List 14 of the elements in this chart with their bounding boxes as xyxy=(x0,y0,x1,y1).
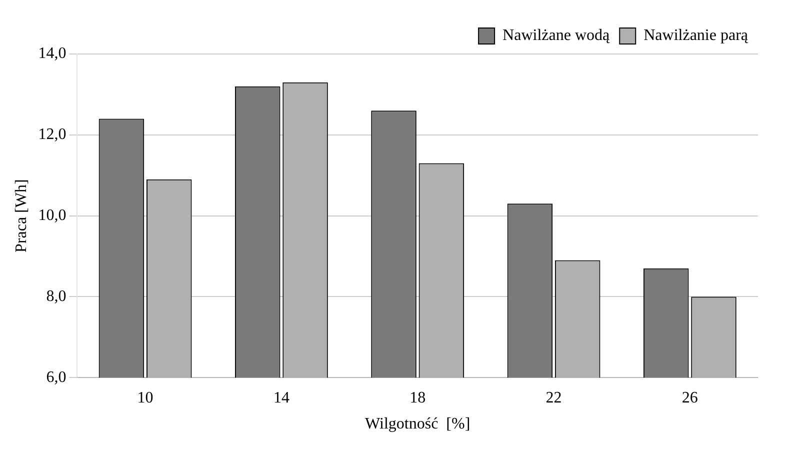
y-tick-label: 12,0 xyxy=(38,126,66,144)
x-axis-title: Wilgotność [%] xyxy=(365,416,470,433)
y-tick-label: 8,0 xyxy=(46,288,66,305)
legend-label: Nawilżanie parą xyxy=(644,27,749,44)
y-tick-label: 10,0 xyxy=(38,207,66,224)
y-tick-label: 6,0 xyxy=(46,368,66,386)
x-tick-label: 14 xyxy=(273,389,290,406)
y-tick-label: 14,0 xyxy=(38,45,66,62)
legend-label: Nawilżane wodą xyxy=(502,27,611,44)
x-tick-label: 22 xyxy=(546,389,562,406)
x-tick-label: 18 xyxy=(410,389,426,406)
y-axis-title: Praca [Wh] xyxy=(12,179,30,252)
x-tick-label: 26 xyxy=(682,389,698,406)
x-tick-label: 10 xyxy=(137,389,154,406)
